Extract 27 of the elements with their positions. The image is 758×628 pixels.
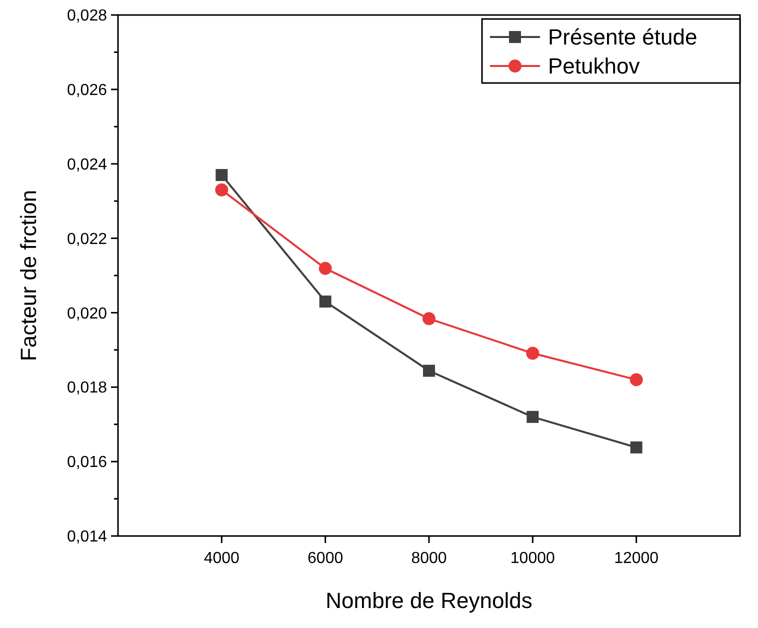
- legend-label: Petukhov: [548, 54, 640, 79]
- point: [215, 183, 228, 196]
- y-tick-label: 0,020: [66, 305, 108, 322]
- point: [423, 364, 435, 377]
- point: [526, 346, 540, 360]
- y-tick-label: 0,022: [66, 230, 108, 248]
- y-tick-label: 0,024: [66, 156, 108, 174]
- legend-label: Présente étude: [548, 24, 698, 50]
- y-tick-label: 0,016: [66, 454, 108, 472]
- point: [216, 169, 228, 182]
- point: [319, 296, 332, 308]
- x-axis-title: Nombre de Reynolds: [326, 588, 532, 613]
- y-axis-title: Facteur de frction: [16, 190, 41, 362]
- point: [526, 410, 539, 423]
- x-tick-label: 10000: [510, 550, 556, 567]
- point: [318, 262, 332, 275]
- x-tick-label: 4000: [204, 550, 240, 567]
- y-tick-label: 0,028: [66, 8, 108, 25]
- y-tick-label: 0,026: [66, 82, 108, 100]
- point: [422, 312, 436, 326]
- y-tick-label: 0,014: [66, 528, 108, 546]
- x-tick-label: 12000: [614, 550, 659, 567]
- x-tick-label: 6000: [308, 550, 344, 567]
- point: [630, 373, 643, 386]
- x-tick-label: 8000: [411, 550, 447, 567]
- y-tick-label: 0,018: [66, 380, 108, 397]
- point: [630, 441, 642, 454]
